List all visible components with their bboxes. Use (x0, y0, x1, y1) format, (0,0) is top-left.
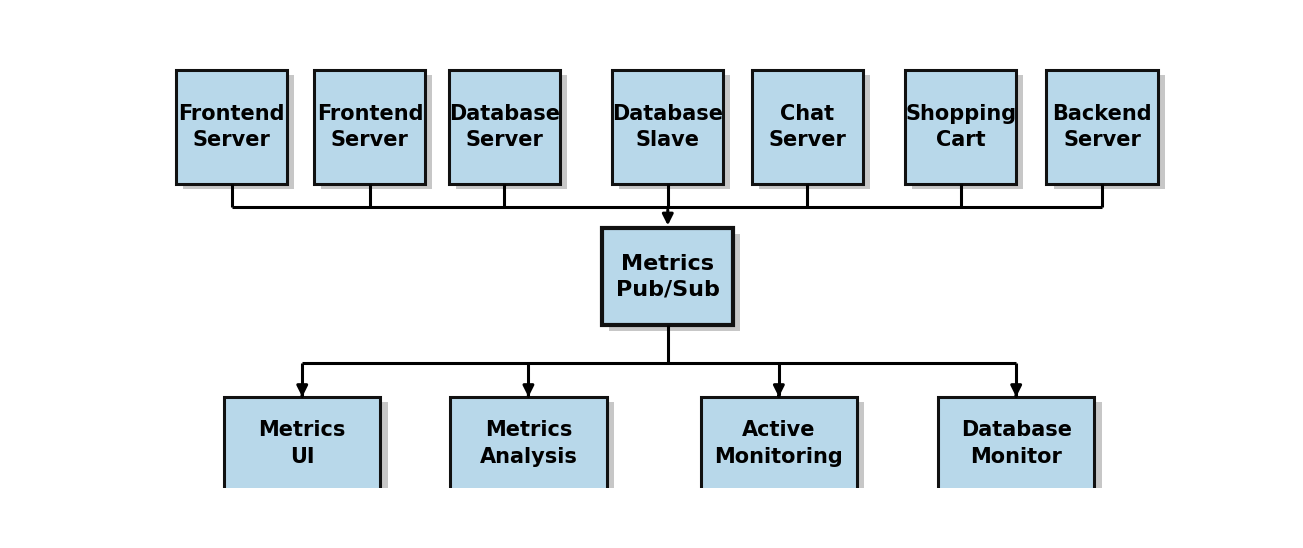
FancyBboxPatch shape (912, 76, 1023, 190)
FancyBboxPatch shape (701, 397, 857, 490)
Text: Metrics
UI: Metrics UI (258, 420, 345, 466)
FancyBboxPatch shape (758, 76, 870, 190)
FancyBboxPatch shape (1054, 76, 1165, 190)
FancyBboxPatch shape (322, 76, 433, 190)
FancyBboxPatch shape (612, 70, 723, 184)
Text: Database
Server: Database Server (448, 104, 560, 150)
Text: Frontend
Server: Frontend Server (179, 104, 285, 150)
FancyBboxPatch shape (708, 402, 864, 495)
FancyBboxPatch shape (176, 70, 287, 184)
FancyBboxPatch shape (450, 397, 607, 490)
Text: Database
Slave: Database Slave (612, 104, 723, 150)
Text: Shopping
Cart: Shopping Cart (906, 104, 1016, 150)
FancyBboxPatch shape (906, 70, 1016, 184)
Text: Chat
Server: Chat Server (769, 104, 846, 150)
FancyBboxPatch shape (752, 70, 863, 184)
FancyBboxPatch shape (182, 76, 294, 190)
FancyBboxPatch shape (945, 402, 1101, 495)
Text: Metrics
Pub/Sub: Metrics Pub/Sub (616, 254, 719, 300)
FancyBboxPatch shape (314, 70, 425, 184)
Text: Backend
Server: Backend Server (1053, 104, 1152, 150)
FancyBboxPatch shape (610, 233, 740, 331)
Text: Metrics
Analysis: Metrics Analysis (480, 420, 577, 466)
FancyBboxPatch shape (224, 397, 380, 490)
Text: Database
Monitor: Database Monitor (960, 420, 1071, 466)
Text: Active
Monitoring: Active Monitoring (714, 420, 843, 466)
Text: Frontend
Server: Frontend Server (317, 104, 423, 150)
FancyBboxPatch shape (602, 228, 734, 326)
FancyBboxPatch shape (231, 402, 387, 495)
FancyBboxPatch shape (619, 76, 731, 190)
FancyBboxPatch shape (457, 402, 614, 495)
FancyBboxPatch shape (1046, 70, 1157, 184)
FancyBboxPatch shape (938, 397, 1095, 490)
FancyBboxPatch shape (456, 76, 567, 190)
FancyBboxPatch shape (448, 70, 560, 184)
